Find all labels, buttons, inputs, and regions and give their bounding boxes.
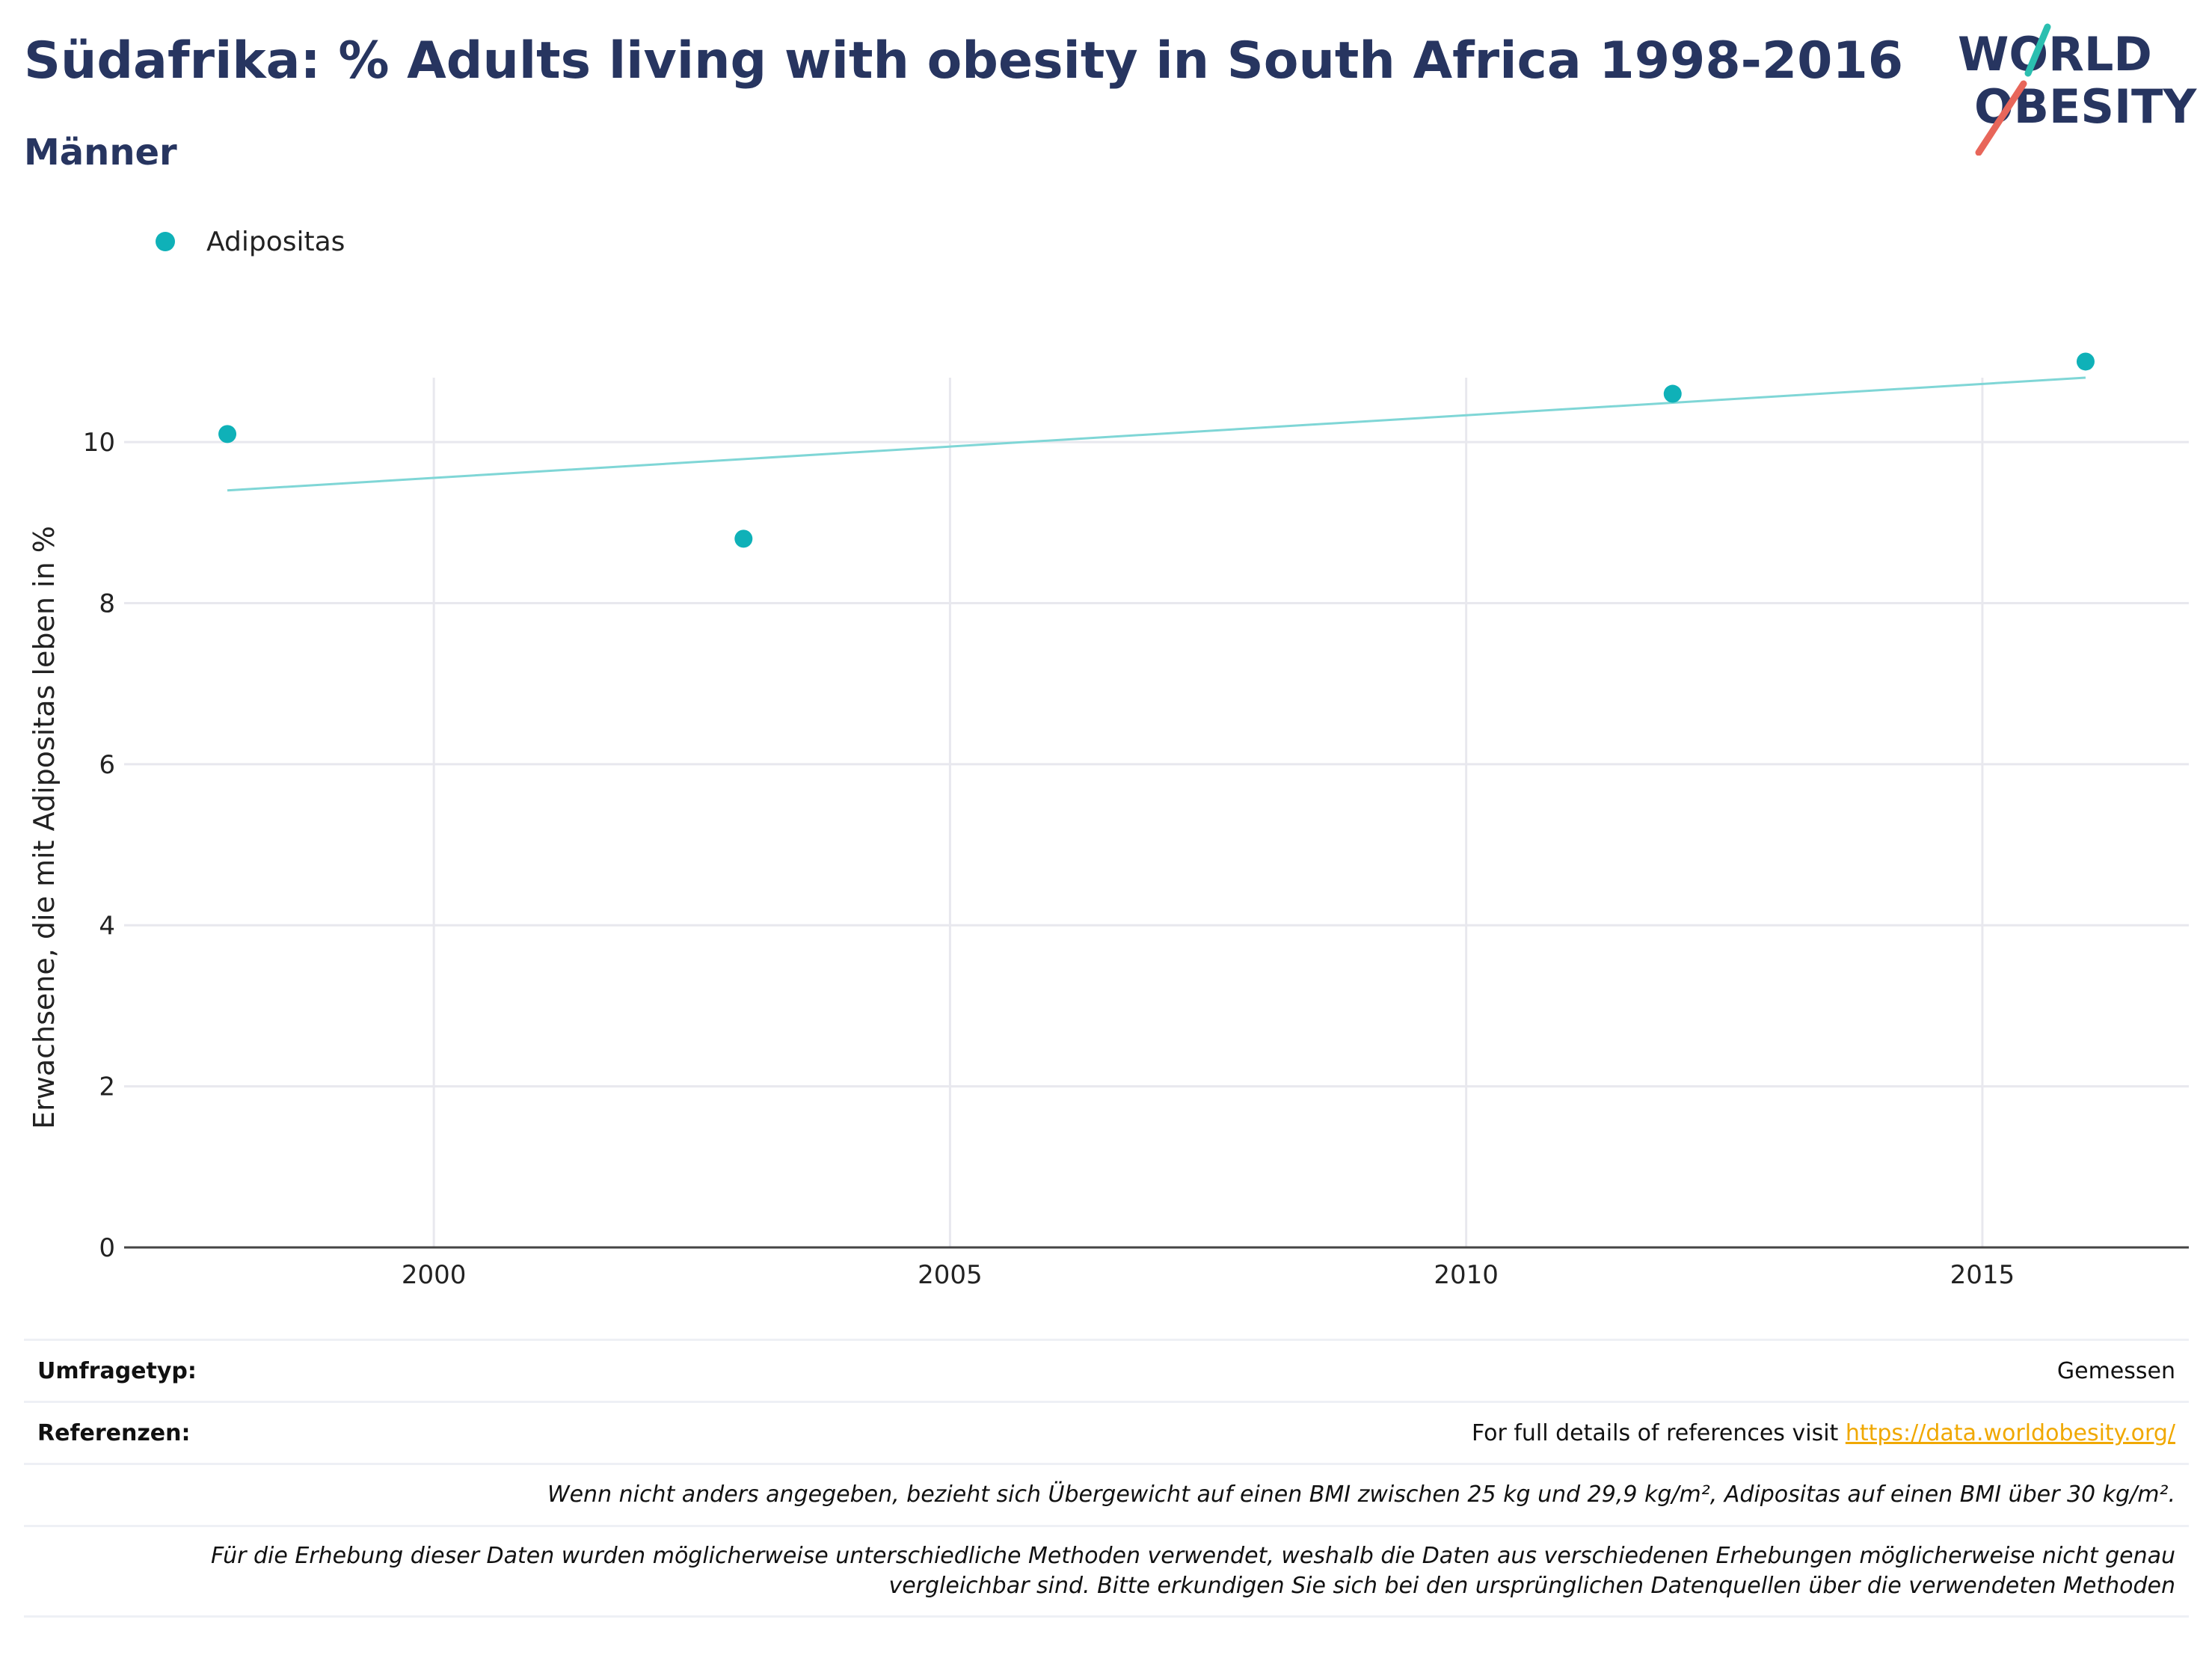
y-tick-label: 8: [99, 589, 115, 619]
data-point: [1663, 384, 1682, 403]
survey-type-row: Umfragetyp: Gemessen: [24, 1339, 2189, 1401]
legend-marker: [156, 232, 175, 251]
methods-note-line2: vergleichbar sind. Bitte erkundigen Sie …: [888, 1573, 2175, 1599]
y-tick-label: 4: [99, 911, 115, 941]
y-tick-label: 10: [83, 428, 115, 458]
svg-text:WORLD: WORLD: [1958, 27, 2152, 82]
page-subtitle: Männer: [24, 132, 177, 174]
x-tick-label: 2010: [1434, 1260, 1499, 1290]
references-text: For full details of references visit: [1471, 1419, 1846, 1446]
survey-type-label: Umfragetyp:: [37, 1357, 197, 1384]
references-label: Referenzen:: [37, 1419, 191, 1446]
y-axis-label: Erwachsene, die mit Adipositas leben in …: [28, 526, 61, 1129]
x-tick-label: 2000: [402, 1260, 467, 1290]
y-tick-label: 2: [99, 1072, 115, 1102]
page-title: Südafrika: % Adults living with obesity …: [24, 31, 1904, 90]
y-tick-label: 0: [99, 1233, 115, 1263]
references-link[interactable]: https://data.worldobesity.org/: [1845, 1419, 2175, 1446]
chart-legend: Adipositas: [156, 223, 345, 260]
chart-footer: Umfragetyp: Gemessen Referenzen: For ful…: [24, 1339, 2189, 1618]
definition-note-row: Wenn nicht anders angegeben, bezieht sic…: [24, 1463, 2189, 1525]
references-value: For full details of references visit htt…: [1472, 1420, 2175, 1446]
trend-line: [227, 376, 2086, 492]
data-point: [734, 529, 753, 548]
y-tick-label: 6: [99, 750, 115, 780]
world-obesity-logo: WORLD OBESITY: [1958, 23, 2197, 156]
chart-area: 0 2 4 6 8 10 2000 2005 2010 2015 Erwachsene, die m…: [28, 352, 2189, 1290]
references-row: Referenzen: For full details of referenc…: [24, 1401, 2189, 1463]
x-tick-label: 2015: [1950, 1260, 2015, 1290]
legend-label: Adipositas: [206, 226, 345, 257]
methods-note: Für die Erhebung dieser Daten wurden mög…: [37, 1541, 2175, 1601]
methods-note-row: Für die Erhebung dieser Daten wurden mög…: [24, 1525, 2189, 1618]
survey-type-value: Gemessen: [2056, 1357, 2175, 1384]
x-tick-label: 2005: [918, 1260, 983, 1290]
data-point: [2076, 352, 2095, 371]
definition-note: Wenn nicht anders angegeben, bezieht sic…: [547, 1481, 2175, 1508]
data-point: [218, 425, 237, 443]
methods-note-line1: Für die Erhebung dieser Daten wurden mög…: [211, 1543, 2175, 1569]
